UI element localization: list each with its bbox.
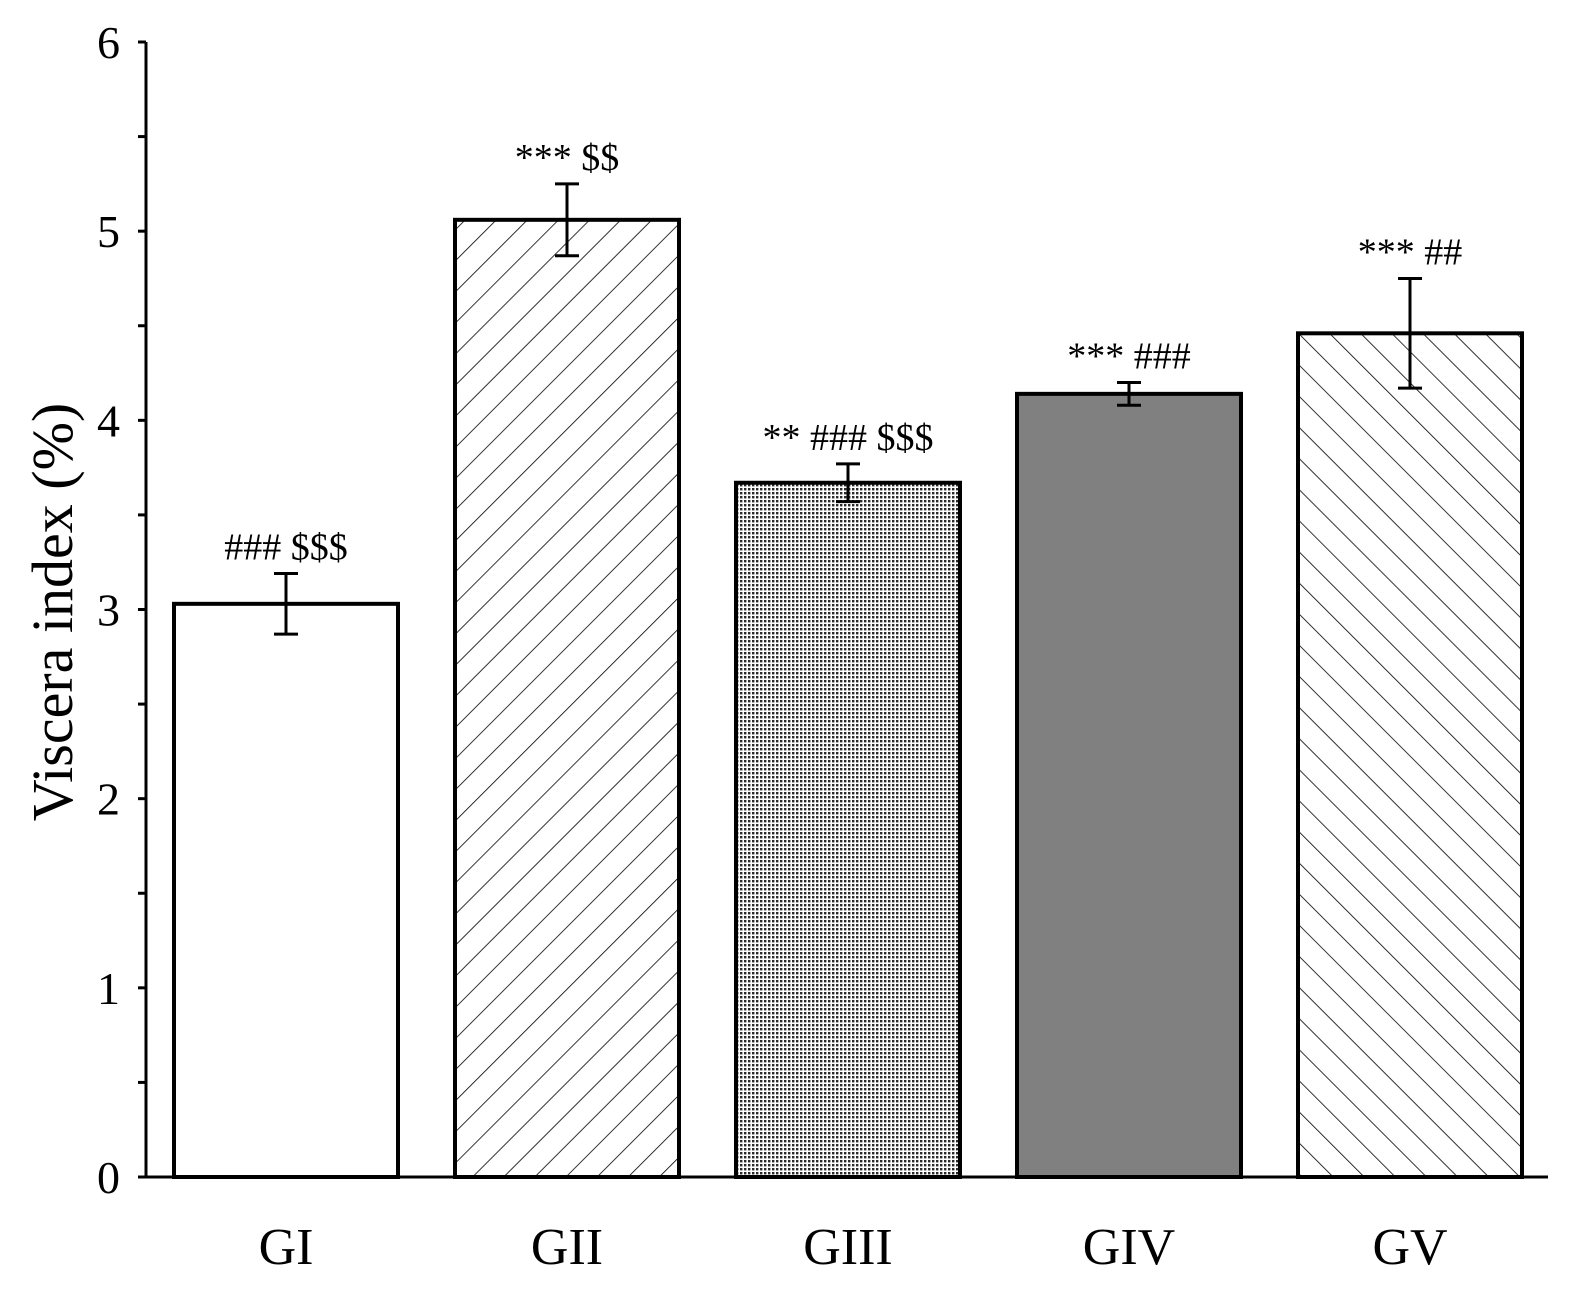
y-tick-label: 0 bbox=[97, 1152, 120, 1203]
bar-gii bbox=[453, 217, 681, 1180]
y-tick-label: 1 bbox=[97, 963, 120, 1014]
bar-gv bbox=[1296, 331, 1524, 1180]
significance-label: *** $$ bbox=[515, 137, 620, 179]
bar-gi bbox=[172, 601, 400, 1179]
y-axis-title: Viscera index (%) bbox=[20, 403, 85, 821]
y-tick-label: 3 bbox=[97, 585, 120, 636]
significance-label: *** ## bbox=[1358, 231, 1463, 273]
x-category-label: GIII bbox=[803, 1219, 893, 1276]
bar-giii bbox=[734, 480, 962, 1179]
x-category-label: GII bbox=[531, 1219, 603, 1276]
bars: ### $$$ *** $$ ** ### $$$ *** ### *** ## bbox=[172, 137, 1524, 1180]
x-category-label: GI bbox=[259, 1219, 314, 1276]
y-tick-label: 5 bbox=[97, 206, 120, 257]
significance-label: ** ### $$$ bbox=[763, 417, 934, 459]
significance-label: *** ### bbox=[1067, 336, 1191, 378]
y-tick-label: 6 bbox=[97, 17, 120, 68]
significance-label: ### $$$ bbox=[224, 527, 348, 569]
axes bbox=[144, 42, 1548, 1179]
x-category-label: GIV bbox=[1083, 1219, 1175, 1276]
y-axis-ticks: 0 1 2 3 4 5 6 bbox=[97, 17, 146, 1203]
x-category-label: GV bbox=[1372, 1219, 1447, 1276]
bar-giv bbox=[1015, 391, 1243, 1180]
y-tick-label: 4 bbox=[97, 395, 120, 446]
y-tick-label: 2 bbox=[97, 774, 120, 825]
category-labels: GI GII GIII GIV GV bbox=[259, 1219, 1448, 1276]
